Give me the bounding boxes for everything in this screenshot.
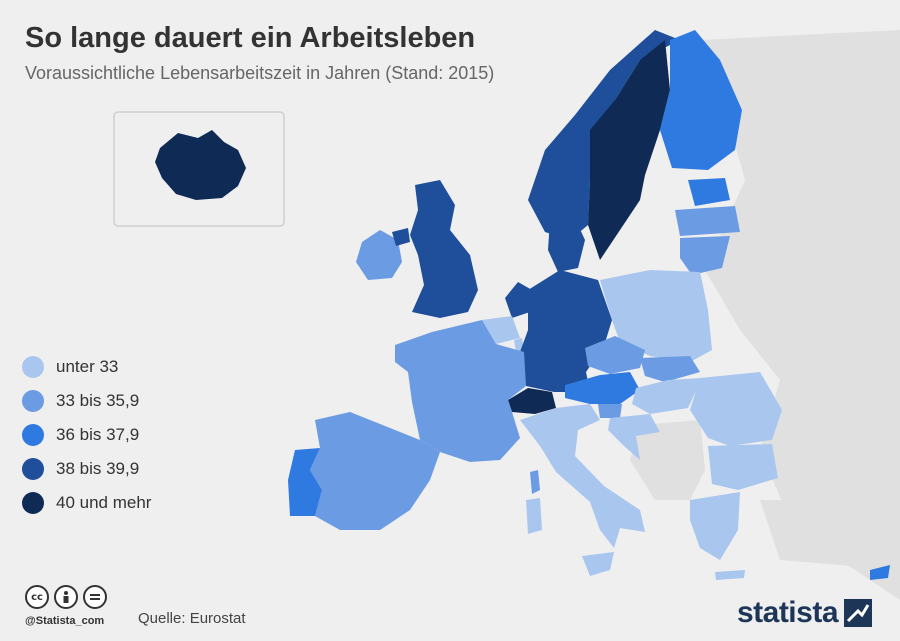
region-corsica [530, 470, 540, 494]
legend-label: 36 bis 37,9 [56, 425, 140, 444]
region-italy [520, 404, 645, 548]
legend-item: 33 bis 35,9 [22, 384, 151, 418]
license-icons: cc [25, 585, 107, 609]
source-label: Quelle: Eurostat [138, 610, 246, 627]
region-sweden [588, 40, 670, 260]
region-estonia [688, 178, 730, 206]
region-hungary [632, 378, 702, 414]
legend-label: 33 bis 35,9 [56, 391, 140, 410]
region-sardinia [526, 498, 542, 534]
region-greece [690, 492, 740, 560]
page-title: So lange dauert ein Arbeitsleben [25, 22, 476, 54]
region-romania [690, 372, 782, 446]
region-iceland [155, 130, 246, 200]
region-belgium [482, 316, 520, 344]
region-spain [310, 412, 440, 530]
region-non-data-balkans [630, 420, 705, 500]
region-germany [520, 270, 612, 392]
region-austria [565, 372, 640, 404]
legend: unter 33 33 bis 35,9 36 bis 37,9 38 bis … [22, 350, 151, 520]
region-norway [528, 30, 680, 240]
legend-item: 38 bis 39,9 [22, 452, 151, 486]
region-switzerland [508, 388, 556, 414]
attribution-icon[interactable] [54, 585, 78, 609]
statista-logo[interactable]: statista [737, 596, 872, 630]
legend-item: 40 und mehr [22, 486, 151, 520]
no-derivatives-icon[interactable] [83, 585, 107, 609]
region-non-data-turkey [760, 500, 900, 570]
iceland-inset-box [113, 111, 285, 227]
social-handle[interactable]: @Statista_com [25, 615, 105, 627]
region-portugal [288, 448, 322, 516]
legend-swatch [22, 492, 44, 514]
legend-item: unter 33 [22, 350, 151, 384]
region-croatia [608, 414, 660, 460]
region-finland [660, 30, 742, 170]
cc-icon[interactable]: cc [25, 585, 49, 609]
statista-mark-icon [844, 599, 872, 627]
legend-swatch [22, 356, 44, 378]
legend-item: 36 bis 37,9 [22, 418, 151, 452]
region-lithuania [680, 236, 730, 275]
legend-swatch [22, 458, 44, 480]
region-netherlands [505, 282, 532, 318]
region-czech [585, 336, 645, 374]
region-poland [600, 270, 712, 362]
region-sicily [582, 552, 614, 576]
legend-swatch [22, 390, 44, 412]
region-denmark [548, 212, 585, 272]
region-ireland [356, 230, 402, 280]
page-subtitle: Voraussichtliche Lebensarbeitszeit in Ja… [25, 63, 495, 83]
brand-text: statista [736, 596, 839, 629]
region-cyprus [870, 565, 890, 580]
region-slovenia [598, 404, 622, 418]
region-france [395, 320, 526, 462]
region-non-data-east [700, 30, 900, 600]
region-slovakia [640, 356, 700, 382]
region-bulgaria [708, 444, 778, 490]
region-crete [715, 570, 745, 580]
legend-label: unter 33 [56, 357, 119, 376]
legend-swatch [22, 424, 44, 446]
legend-label: 40 und mehr [56, 493, 152, 512]
region-latvia [675, 206, 740, 236]
region-united-kingdom [410, 180, 478, 318]
region-northern-ireland [392, 228, 410, 246]
legend-label: 38 bis 39,9 [56, 459, 140, 478]
